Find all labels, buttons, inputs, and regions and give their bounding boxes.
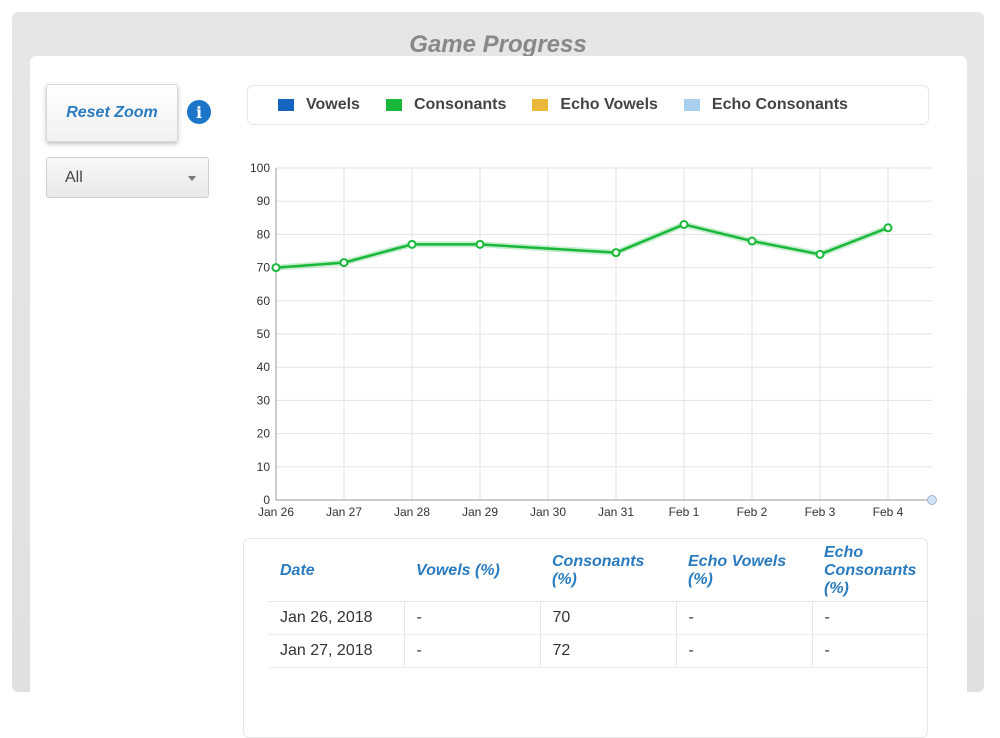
legend-swatch <box>683 99 700 111</box>
legend-swatch <box>532 99 549 111</box>
table-cell: - <box>676 634 813 668</box>
table-cell: 70 <box>540 601 677 635</box>
x-tick-label: Jan 28 <box>394 505 430 519</box>
x-tick-label: Feb 3 <box>805 505 836 519</box>
x-tick-label: Feb 2 <box>737 505 768 519</box>
data-point <box>407 239 417 249</box>
info-icon[interactable]: i <box>187 100 211 124</box>
data-point <box>815 249 825 259</box>
column-header-date[interactable]: Date <box>268 541 404 602</box>
y-tick-label: 50 <box>257 327 271 341</box>
y-tick-label: 40 <box>257 360 271 374</box>
filter-select-value: All <box>65 168 83 186</box>
table-cell: 72 <box>540 634 677 668</box>
filter-select[interactable]: All <box>46 157 209 198</box>
data-point <box>747 236 757 246</box>
progress-table: Date Vowels (%) Consonants (%) Echo Vowe… <box>268 541 928 668</box>
chevron-down-icon <box>188 176 196 181</box>
legend-item-vowels[interactable]: Vowels <box>278 96 360 114</box>
column-header-vowels[interactable]: Vowels (%) <box>404 541 540 602</box>
table-row: Jan 27, 2018 - 72 - - <box>268 634 928 668</box>
y-tick-label: 30 <box>257 393 271 407</box>
x-tick-label: Jan 30 <box>530 505 566 519</box>
legend-item-echo-vowels[interactable]: Echo Vowels <box>532 96 658 114</box>
y-tick-label: 80 <box>257 227 271 241</box>
table-cell: Jan 26, 2018 <box>268 601 405 635</box>
zoom-handle <box>927 495 937 505</box>
data-point <box>339 258 349 268</box>
y-tick-label: 20 <box>257 427 271 441</box>
x-tick-label: Jan 29 <box>462 505 498 519</box>
legend-item-echo-consonants[interactable]: Echo Consonants <box>683 96 848 114</box>
legend-label: Consonants <box>413 96 507 113</box>
x-tick-label: Jan 27 <box>326 505 362 519</box>
series-line <box>275 223 889 269</box>
x-tick-label: Feb 1 <box>669 505 700 519</box>
column-header-echo-vowels[interactable]: Echo Vowels (%) <box>676 541 812 602</box>
table-cell: - <box>404 634 541 668</box>
table-cell: - <box>676 601 813 635</box>
data-point <box>679 219 689 229</box>
page-title: Game Progress <box>409 31 587 58</box>
data-point <box>475 239 485 249</box>
line-chart: 0 10 20 30 40 50 60 70 80 90 100 Jan 26 Jan 27 Jan 28… <box>250 161 937 519</box>
column-header-consonants[interactable]: Consonants (%) <box>540 541 676 602</box>
legend-swatch <box>385 99 402 111</box>
y-tick-label: 100 <box>250 161 270 175</box>
y-tick-label: 60 <box>257 294 271 308</box>
y-tick-label: 10 <box>257 460 271 474</box>
x-tick-label: Feb 4 <box>873 505 904 519</box>
chart-legend: Vowels Consonants Echo Vowels Echo Conso… <box>247 85 929 125</box>
table-cell: - <box>812 601 928 635</box>
x-tick-label: Jan 26 <box>258 505 294 519</box>
game-progress-panel: Game Progress Reset Zoom i All Vowels Co… <box>12 12 984 738</box>
y-tick-label: 90 <box>257 194 271 208</box>
y-tick-label: 70 <box>257 261 271 275</box>
column-header-echo-consonants[interactable]: Echo Consonants (%) <box>812 541 928 602</box>
legend-label: Echo Consonants <box>711 96 848 113</box>
table-header-row: Date Vowels (%) Consonants (%) Echo Vowe… <box>268 541 928 602</box>
data-point <box>271 263 281 273</box>
series-line-glow <box>275 221 890 271</box>
data-point <box>883 223 893 233</box>
y-tick-label: 0 <box>263 493 270 507</box>
progress-table-container: Date Vowels (%) Consonants (%) Echo Vowe… <box>243 538 928 738</box>
legend-label: Vowels <box>306 96 360 113</box>
x-tick-label: Jan 31 <box>598 505 634 519</box>
table-cell: - <box>404 601 541 635</box>
data-point <box>611 248 621 258</box>
table-cell: Jan 27, 2018 <box>268 634 405 668</box>
legend-label: Echo Vowels <box>560 96 658 113</box>
legend-swatch <box>278 99 294 111</box>
reset-zoom-button[interactable]: Reset Zoom <box>46 84 178 142</box>
table-cell: - <box>812 634 928 668</box>
legend-item-consonants[interactable]: Consonants <box>385 96 507 114</box>
table-row: Jan 26, 2018 - 70 - - <box>268 601 928 635</box>
content-panel: Reset Zoom i All Vowels Consonants Echo … <box>30 56 967 738</box>
